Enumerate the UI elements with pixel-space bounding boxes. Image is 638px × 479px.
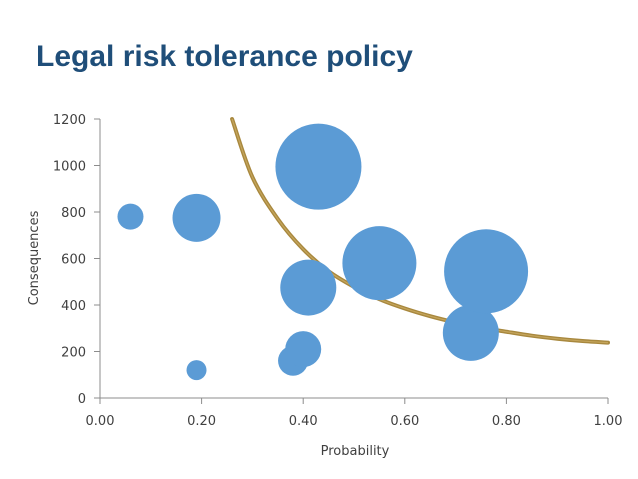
y-tick-label: 1000 xyxy=(53,160,86,175)
x-axis-label: Probability xyxy=(321,444,390,459)
x-tick-label: 0.80 xyxy=(492,414,521,429)
y-tick-label: 1200 xyxy=(53,113,86,128)
axis-labels: Probability Consequences xyxy=(27,210,390,459)
bubble-layer xyxy=(117,123,529,381)
bubble xyxy=(275,123,362,210)
bubble xyxy=(442,304,499,361)
x-tick-label: 1.00 xyxy=(594,414,623,429)
y-tick-label: 200 xyxy=(61,346,86,361)
bubble xyxy=(444,229,529,314)
chart-axes: 0 200 400 600 800 1000 1200 0.00 0.20 0.40 0.60 0.8… xyxy=(53,113,623,429)
bubble xyxy=(280,259,337,316)
y-tick-label: 0 xyxy=(78,392,86,407)
x-tick-label: 0.60 xyxy=(390,414,419,429)
bubble xyxy=(342,226,417,301)
x-tick-label: 0.40 xyxy=(289,414,318,429)
bubble xyxy=(186,360,207,381)
bubble xyxy=(117,203,144,230)
bubble xyxy=(285,331,322,368)
y-tick-label: 400 xyxy=(61,299,86,314)
tolerance-curve-layer xyxy=(230,117,610,345)
slide-title: Legal risk tolerance policy xyxy=(36,40,413,73)
bubble xyxy=(172,193,221,242)
x-tick-label: 0.20 xyxy=(187,414,216,429)
x-tick-label: 0.00 xyxy=(86,414,115,429)
y-axis-label: Consequences xyxy=(27,210,42,305)
risk-tolerance-curve-highlight xyxy=(231,118,609,344)
y-tick-label: 800 xyxy=(61,206,86,221)
y-tick-label: 600 xyxy=(61,253,86,268)
